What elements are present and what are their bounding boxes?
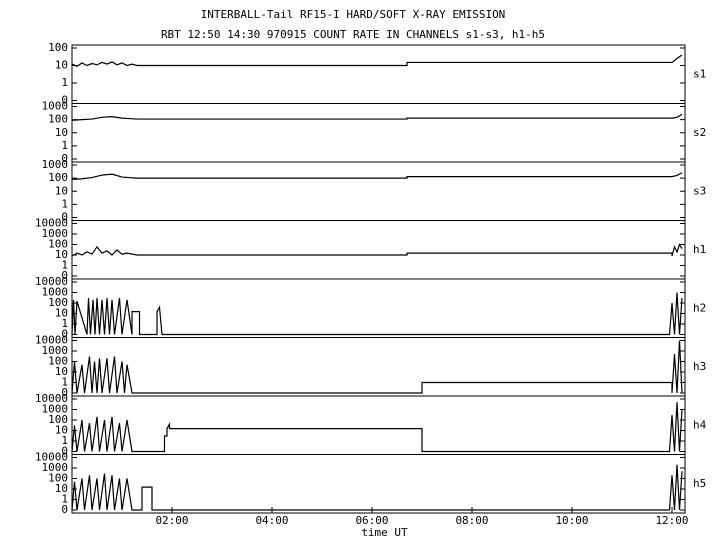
y-tick-label: 10 <box>55 482 68 495</box>
y-tick-label: 0 <box>61 386 68 399</box>
data-line <box>71 464 683 511</box>
data-line <box>71 292 683 336</box>
x-tick-label: 08:00 <box>455 514 488 527</box>
y-tick-label: 100 <box>48 238 68 251</box>
y-tick-label: 10 <box>55 184 68 197</box>
y-tick-label: 10000 <box>35 217 68 230</box>
data-line <box>71 340 683 394</box>
y-tick-label: 10000 <box>35 334 68 347</box>
y-tick-label: 0 <box>61 211 68 224</box>
y-tick-label: 10000 <box>35 275 68 288</box>
data-line <box>71 172 683 180</box>
y-tick-label: 1 <box>61 197 68 210</box>
y-tick-label: 0 <box>61 328 68 341</box>
y-tick-label: 1000 <box>42 286 69 299</box>
y-tick-label: 1 <box>61 434 68 447</box>
y-tick-label: 1 <box>61 139 68 152</box>
chart-title: INTERBALL-Tail RF15-I HARD/SOFT X-RAY EM… <box>201 8 506 21</box>
x-axis-label: time UT <box>361 526 408 539</box>
y-tick-label: 10 <box>55 59 68 72</box>
panel-label: s3 <box>693 184 706 197</box>
y-tick-label: 100 <box>48 296 68 309</box>
y-tick-label: 0 <box>61 445 68 458</box>
panel-frame <box>71 454 686 514</box>
y-tick-label: 0 <box>61 94 68 107</box>
x-tick-label: 12:00 <box>655 514 688 527</box>
y-tick-label: 1 <box>61 493 68 506</box>
data-line <box>71 113 683 121</box>
panel-label: h5 <box>693 477 706 490</box>
y-tick-label: 1000 <box>42 100 69 113</box>
x-tick-label: 06:00 <box>355 514 388 527</box>
data-line <box>71 402 683 453</box>
y-tick-label: 1000 <box>42 344 69 357</box>
y-tick-label: 0 <box>61 152 68 165</box>
x-tick-label: 04:00 <box>255 514 288 527</box>
y-tick-label: 10000 <box>35 451 68 464</box>
y-tick-label: 1 <box>61 376 68 389</box>
data-line <box>71 54 683 67</box>
y-tick-label: 10 <box>55 248 68 261</box>
y-tick-label: 1000 <box>42 461 69 474</box>
y-tick-label: 100 <box>48 355 68 368</box>
x-tick-label: 10:00 <box>555 514 588 527</box>
panel-label: h4 <box>693 418 707 431</box>
panel-label: h3 <box>693 360 706 373</box>
y-tick-label: 0 <box>61 269 68 282</box>
panel-label: h1 <box>693 243 706 256</box>
panel-label: h2 <box>693 301 706 314</box>
y-tick-label: 1000 <box>42 227 69 240</box>
panel-label: s1 <box>693 67 706 80</box>
y-tick-label: 10000 <box>35 392 68 405</box>
y-tick-label: 1 <box>61 76 68 89</box>
y-tick-label: 1000 <box>42 158 69 171</box>
y-tick-label: 1000 <box>42 403 69 416</box>
x-tick-label: 02:00 <box>155 514 188 527</box>
y-tick-label: 100 <box>48 472 68 485</box>
y-tick-label: 100 <box>48 413 68 426</box>
y-tick-label: 10 <box>55 126 68 139</box>
data-line <box>71 243 683 257</box>
y-tick-label: 10 <box>55 307 68 320</box>
y-tick-label: 100 <box>48 171 68 184</box>
y-tick-label: 0 <box>61 503 68 516</box>
y-tick-label: 1 <box>61 259 68 272</box>
y-tick-label: 100 <box>48 113 68 126</box>
y-tick-label: 100 <box>48 41 68 54</box>
chart-subtitle: RBT 12:50 14:30 970915 COUNT RATE IN CHA… <box>161 28 545 41</box>
y-tick-label: 10 <box>55 365 68 378</box>
y-tick-label: 1 <box>61 317 68 330</box>
y-tick-label: 10 <box>55 424 68 437</box>
panel-label: s2 <box>693 126 706 139</box>
